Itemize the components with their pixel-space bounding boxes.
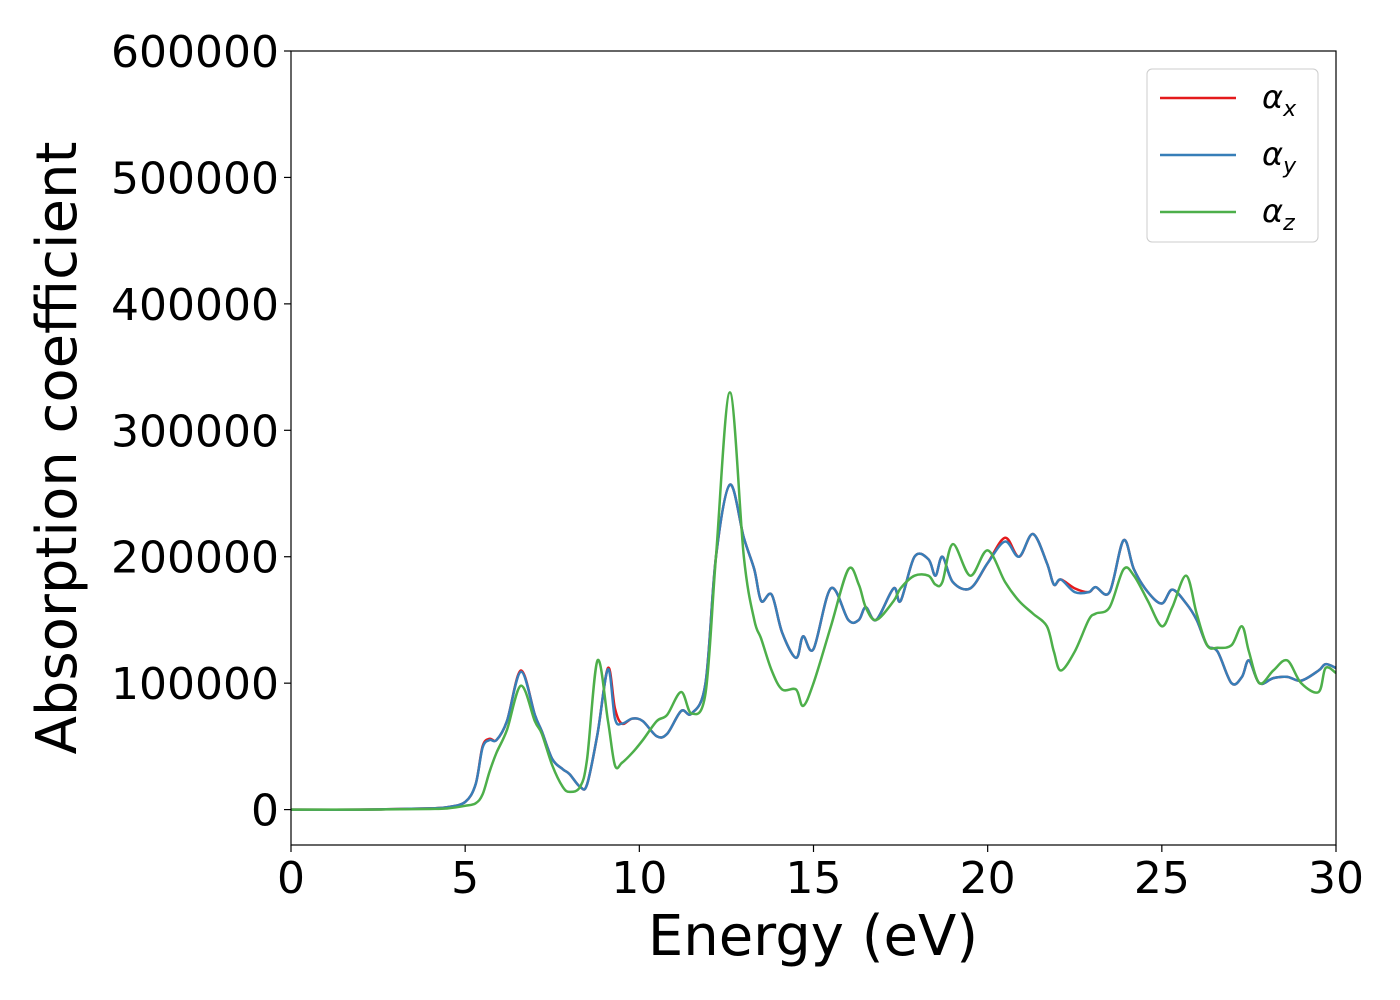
x-tick-label: 20 — [960, 853, 1016, 904]
y-tick-label: 400000 — [111, 280, 279, 331]
legend: αx αy αz — [1146, 68, 1319, 243]
legend-label: αz — [1262, 192, 1295, 236]
y-tick-label: 600000 — [111, 27, 279, 78]
x-tick-label: 15 — [786, 853, 842, 904]
x-tick-label: 10 — [611, 853, 667, 904]
x-axis-label: Energy (eV) — [648, 904, 978, 969]
y-tick-label: 200000 — [111, 533, 279, 584]
x-tick-label: 30 — [1308, 853, 1364, 904]
data-line — [290, 483, 1337, 811]
data-line — [290, 391, 1337, 811]
x-tick-label: 25 — [1134, 853, 1190, 904]
plot-frame — [290, 50, 1337, 846]
legend-label: αy — [1262, 135, 1297, 179]
legend-label: αx — [1262, 78, 1297, 122]
x-tick-label: 0 — [277, 853, 305, 904]
x-tick-label: 5 — [451, 853, 479, 904]
y-tick-label: 0 — [251, 786, 279, 837]
y-tick-label: 300000 — [111, 406, 279, 457]
y-tick-label: 500000 — [111, 153, 279, 204]
y-axis-label: Absorption coefficient — [25, 142, 90, 755]
y-tick-label: 100000 — [111, 659, 279, 710]
